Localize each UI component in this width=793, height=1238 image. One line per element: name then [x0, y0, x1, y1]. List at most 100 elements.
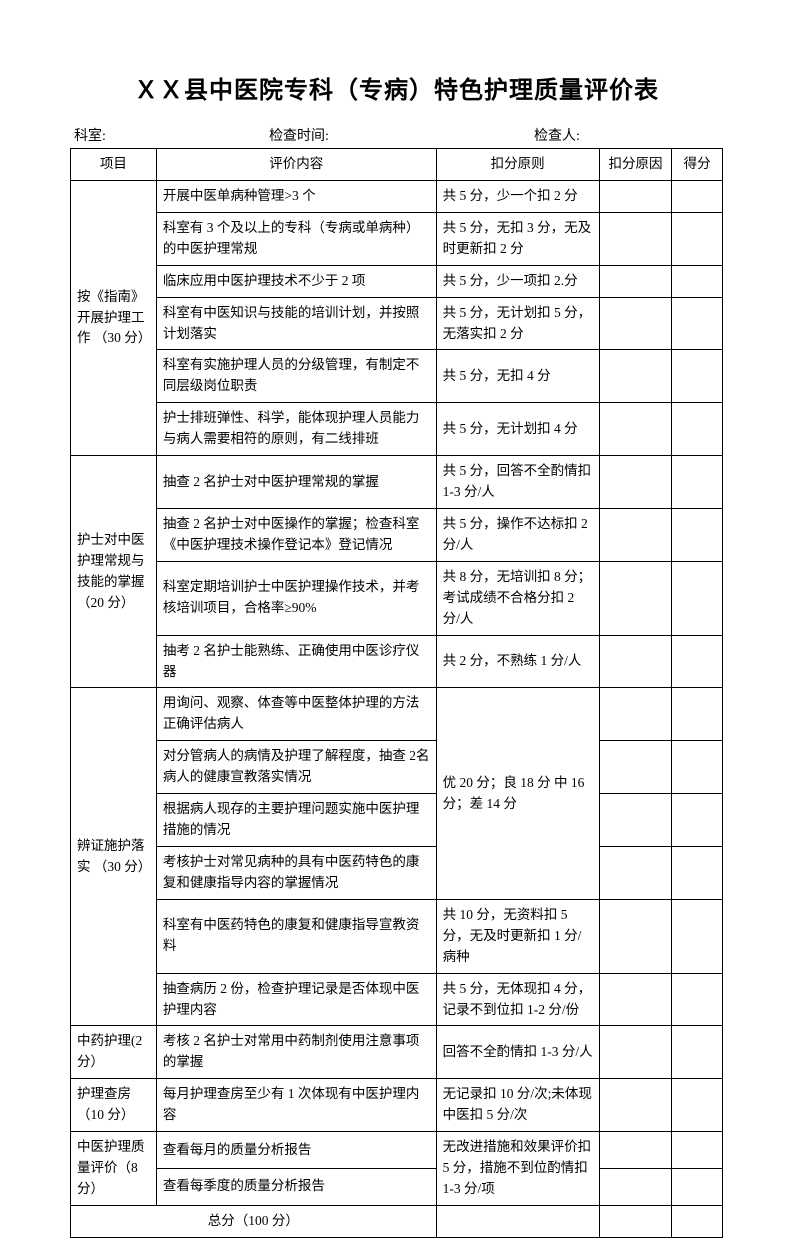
score-cell	[672, 561, 723, 635]
reason-cell	[599, 1168, 672, 1205]
table-row: 中医护理质量评价（8分）查看每月的质量分析报告无改进措施和效果评价扣5 分，措施…	[71, 1132, 723, 1169]
content-cell: 临床应用中医护理技术不少于 2 项	[156, 265, 436, 297]
reason-cell	[599, 297, 672, 350]
table-row: 科室定期培训护士中医护理操作技术，并考核培训项目，合格率≥90%共 8 分，无培…	[71, 561, 723, 635]
rule-cell: 回答不全酌情扣 1-3 分/人	[436, 1026, 599, 1079]
reason-cell	[599, 561, 672, 635]
score-cell	[672, 180, 723, 212]
score-cell	[672, 899, 723, 973]
reason-cell	[599, 180, 672, 212]
header-reason: 扣分原因	[599, 149, 672, 181]
table-body: 按《指南》开展护理工作 （30 分）开展中医单病种管理>3 个共 5 分，少一个…	[71, 180, 723, 1237]
reason-cell	[599, 265, 672, 297]
content-cell: 抽查 2 名护士对中医操作的掌握；检查科室《中医护理技术操作登记本》登记情况	[156, 508, 436, 561]
project-cell: 护理查房（10 分）	[71, 1079, 157, 1132]
reason-cell	[599, 635, 672, 688]
table-header-row: 项目 评价内容 扣分原则 扣分原因 得分	[71, 149, 723, 181]
table-row: 按《指南》开展护理工作 （30 分）开展中医单病种管理>3 个共 5 分，少一个…	[71, 180, 723, 212]
project-cell: 中医护理质量评价（8分）	[71, 1132, 157, 1206]
header-score: 得分	[672, 149, 723, 181]
rule-cell: 无改进措施和效果评价扣5 分，措施不到位酌情扣1-3 分/项	[436, 1132, 599, 1206]
reason-cell	[599, 508, 672, 561]
rule-cell: 共 5 分，操作不达标扣 2分/人	[436, 508, 599, 561]
table-row: 中药护理(2分）考核 2 名护士对常用中药制剂使用注意事项的掌握回答不全酌情扣 …	[71, 1026, 723, 1079]
total-row: 总分（100 分）	[71, 1205, 723, 1237]
rule-cell: 无记录扣 10 分/次;未体现中医扣 5 分/次	[436, 1079, 599, 1132]
reason-cell	[599, 350, 672, 403]
score-cell	[672, 973, 723, 1026]
table-row: 抽考 2 名护士能熟练、正确使用中医诊疗仪器共 2 分，不熟练 1 分/人	[71, 635, 723, 688]
table-row: 科室有 3 个及以上的专科（专病或单病种）的中医护理常规共 5 分，无扣 3 分…	[71, 212, 723, 265]
score-cell	[672, 403, 723, 456]
rule-cell: 共 5 分，无体现扣 4 分，记录不到位扣 1-2 分/份	[436, 973, 599, 1026]
content-cell: 科室有 3 个及以上的专科（专病或单病种）的中医护理常规	[156, 212, 436, 265]
table-row: 科室有实施护理人员的分级管理，有制定不同层级岗位职责共 5 分，无扣 4 分	[71, 350, 723, 403]
score-cell	[672, 741, 723, 794]
content-cell: 科室有实施护理人员的分级管理，有制定不同层级岗位职责	[156, 350, 436, 403]
field-dept: 科室:	[74, 125, 269, 145]
content-cell: 用询问、观察、体查等中医整体护理的方法正确评估病人	[156, 688, 436, 741]
rule-cell: 共 8 分，无培训扣 8 分；考试成绩不合格分扣 2 分/人	[436, 561, 599, 635]
rule-cell: 共 5 分，少一个扣 2 分	[436, 180, 599, 212]
content-cell: 护士排班弹性、科学，能体现护理人员能力与病人需要相符的原则，有二线排班	[156, 403, 436, 456]
rule-cell: 共 5 分，少一项扣 2.分	[436, 265, 599, 297]
header-fields: 科室: 检查时间: 检查人:	[70, 125, 723, 145]
score-cell	[672, 635, 723, 688]
reason-cell	[599, 403, 672, 456]
table-row: 考核护士对常见病种的具有中医药特色的康复和健康指导内容的掌握情况	[71, 846, 723, 899]
score-cell	[672, 212, 723, 265]
rule-cell: 共 5 分，无扣 3 分，无及时更新扣 2 分	[436, 212, 599, 265]
reason-cell	[599, 973, 672, 1026]
content-cell: 科室有中医知识与技能的培训计划，并按照计划落实	[156, 297, 436, 350]
table-row: 科室有中医知识与技能的培训计划，并按照计划落实共 5 分，无计划扣 5 分，无落…	[71, 297, 723, 350]
total-score-cell	[672, 1205, 723, 1237]
score-cell	[672, 297, 723, 350]
content-cell: 抽查病历 2 份，检查护理记录是否体现中医护理内容	[156, 973, 436, 1026]
evaluation-table: 项目 评价内容 扣分原则 扣分原因 得分 按《指南》开展护理工作 （30 分）开…	[70, 148, 723, 1238]
content-cell: 每月护理查房至少有 1 次体现有中医护理内容	[156, 1079, 436, 1132]
table-row: 辨证施护落实 （30 分）用询问、观察、体查等中医整体护理的方法正确评估病人优 …	[71, 688, 723, 741]
total-label: 总分（100 分）	[71, 1205, 437, 1237]
field-person: 检查人:	[534, 125, 719, 145]
table-row: 护士对中医护理常规与技能的掌握（20 分）抽查 2 名护士对中医护理常规的掌握共…	[71, 456, 723, 509]
reason-cell	[599, 899, 672, 973]
reason-cell	[599, 1132, 672, 1169]
rule-cell: 共 2 分，不熟练 1 分/人	[436, 635, 599, 688]
table-row: 护理查房（10 分）每月护理查房至少有 1 次体现有中医护理内容无记录扣 10 …	[71, 1079, 723, 1132]
score-cell	[672, 456, 723, 509]
content-cell: 根据病人现存的主要护理问题实施中医护理措施的情况	[156, 794, 436, 847]
reason-cell	[599, 794, 672, 847]
rule-cell: 共 5 分，无计划扣 4 分	[436, 403, 599, 456]
reason-cell	[599, 1079, 672, 1132]
reason-cell	[599, 741, 672, 794]
content-cell: 抽考 2 名护士能熟练、正确使用中医诊疗仪器	[156, 635, 436, 688]
score-cell	[672, 350, 723, 403]
content-cell: 科室定期培训护士中医护理操作技术，并考核培训项目，合格率≥90%	[156, 561, 436, 635]
table-row: 抽查病历 2 份，检查护理记录是否体现中医护理内容共 5 分，无体现扣 4 分，…	[71, 973, 723, 1026]
content-cell: 查看每月的质量分析报告	[156, 1132, 436, 1169]
field-time: 检查时间:	[269, 125, 534, 145]
content-cell: 对分管病人的病情及护理了解程度，抽查 2名病人的健康宣教落实情况	[156, 741, 436, 794]
time-label: 检查时间:	[269, 125, 329, 145]
rule-cell: 共 5 分，回答不全酌情扣1-3 分/人	[436, 456, 599, 509]
rule-cell: 共 5 分，无计划扣 5 分，无落实扣 2 分	[436, 297, 599, 350]
rule-cell: 优 20 分；良 18 分 中 16 分；差 14 分	[436, 688, 599, 899]
total-reason-cell	[599, 1205, 672, 1237]
score-cell	[672, 1132, 723, 1169]
table-row: 查看每季度的质量分析报告	[71, 1168, 723, 1205]
table-row: 护士排班弹性、科学，能体现护理人员能力与病人需要相符的原则，有二线排班共 5 分…	[71, 403, 723, 456]
score-cell	[672, 846, 723, 899]
score-cell	[672, 265, 723, 297]
reason-cell	[599, 688, 672, 741]
header-content: 评价内容	[156, 149, 436, 181]
reason-cell	[599, 846, 672, 899]
content-cell: 查看每季度的质量分析报告	[156, 1168, 436, 1205]
table-row: 根据病人现存的主要护理问题实施中医护理措施的情况	[71, 794, 723, 847]
score-cell	[672, 1168, 723, 1205]
person-label: 检查人:	[534, 125, 580, 145]
project-cell: 按《指南》开展护理工作 （30 分）	[71, 180, 157, 455]
rule-cell: 共 10 分，无资料扣 5 分，无及时更新扣 1 分/病种	[436, 899, 599, 973]
table-row: 抽查 2 名护士对中医操作的掌握；检查科室《中医护理技术操作登记本》登记情况共 …	[71, 508, 723, 561]
table-row: 对分管病人的病情及护理了解程度，抽查 2名病人的健康宣教落实情况	[71, 741, 723, 794]
score-cell	[672, 688, 723, 741]
